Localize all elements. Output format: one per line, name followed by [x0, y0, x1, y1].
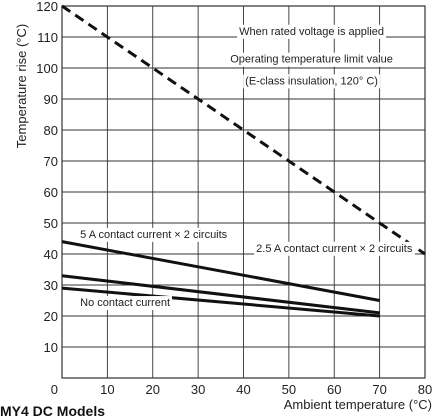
x-tick-label: 40	[236, 382, 250, 397]
x-tick-label: 70	[372, 382, 386, 397]
series-line-4	[61, 286, 380, 318]
y-tick-label: 10	[44, 340, 58, 355]
x-tick-label: 60	[327, 382, 341, 397]
x-tick-label: 20	[146, 382, 160, 397]
annotation-label: 5 A contact current × 2 circuits	[80, 229, 228, 241]
annotation-label: When rated voltage is applied	[239, 26, 384, 38]
x-tick-label: 80	[418, 382, 432, 397]
y-tick-label: 110	[37, 30, 58, 45]
x-tick-label: 0	[51, 382, 58, 397]
annotations: When rated voltage is applied Operating t…	[78, 24, 415, 311]
series-line-2	[61, 240, 380, 302]
annotation-background	[237, 24, 387, 39]
footer-title: MY4 DC Models	[0, 403, 105, 416]
y-axis-title: Temperature rise (°C)	[14, 24, 29, 148]
y-tick-label: 70	[44, 154, 58, 169]
y-tick-label: 30	[44, 278, 58, 293]
annotation-label: 2.5 A contact current × 2 circuits	[256, 243, 413, 255]
y-tick-label: 80	[44, 123, 58, 138]
annotation-background	[243, 74, 380, 89]
annotation-label: Operating temperature limit value	[230, 54, 393, 66]
x-tick-label: 10	[100, 382, 114, 397]
annotation-background	[78, 227, 230, 242]
series-lines	[61, 4, 426, 318]
y-tick-label: 20	[44, 309, 58, 324]
tick-labels: 10 20 30 40 50 60 70 80 90 100 110 120 0 10 20 30 40 50 60…	[36, 0, 432, 397]
x-tick-label: 50	[282, 382, 296, 397]
y-tick-label: 60	[44, 185, 58, 200]
y-tick-label: 120	[36, 0, 58, 14]
series-line-1	[61, 4, 426, 256]
y-tick-label: 90	[44, 92, 58, 107]
x-tick-label: 30	[191, 382, 205, 397]
annotation-label: No contact current	[80, 297, 170, 309]
y-tick-label: 100	[36, 61, 58, 76]
annotation-background	[78, 296, 173, 311]
annotation-label: (E-class insulation, 120° C)	[245, 75, 378, 87]
x-axis-title: Ambient temperature (°C)	[284, 397, 432, 412]
y-tick-label: 50	[44, 216, 58, 231]
y-tick-label: 40	[44, 247, 58, 262]
series-line-3	[61, 274, 380, 315]
annotation-background	[254, 241, 415, 256]
annotation-background	[228, 52, 395, 67]
